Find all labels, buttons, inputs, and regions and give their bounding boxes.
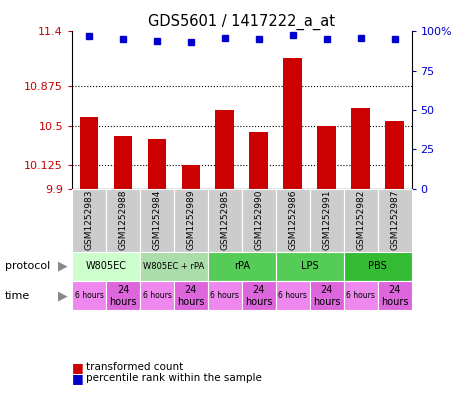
Bar xyxy=(344,281,378,310)
Text: W805EC: W805EC xyxy=(86,261,126,271)
Bar xyxy=(351,108,370,189)
Text: W805EC + rPA: W805EC + rPA xyxy=(143,262,205,271)
Bar xyxy=(72,281,106,310)
Text: 24
hours: 24 hours xyxy=(381,285,408,307)
Bar xyxy=(147,140,166,189)
Bar xyxy=(310,189,344,252)
Text: ▶: ▶ xyxy=(58,260,67,273)
Bar xyxy=(310,281,344,310)
Bar xyxy=(276,252,344,281)
Bar xyxy=(344,189,378,252)
Text: 6 hours: 6 hours xyxy=(346,291,375,300)
Text: ■: ■ xyxy=(72,371,84,385)
Bar xyxy=(140,189,174,252)
Text: GSM1252983: GSM1252983 xyxy=(85,190,93,250)
Bar xyxy=(174,281,208,310)
Text: rPA: rPA xyxy=(234,261,250,271)
Bar xyxy=(72,252,140,281)
Text: GSM1252989: GSM1252989 xyxy=(186,190,195,250)
Text: 24
hours: 24 hours xyxy=(245,285,272,307)
Text: ■: ■ xyxy=(72,361,84,374)
Text: GSM1252991: GSM1252991 xyxy=(322,190,331,250)
Bar xyxy=(80,118,99,189)
Text: GSM1252987: GSM1252987 xyxy=(390,190,399,250)
Text: 6 hours: 6 hours xyxy=(210,291,239,300)
Bar xyxy=(249,132,268,189)
Bar xyxy=(174,189,208,252)
Text: time: time xyxy=(5,291,30,301)
Bar xyxy=(208,281,242,310)
Text: transformed count: transformed count xyxy=(86,362,183,373)
Bar xyxy=(72,189,106,252)
Bar xyxy=(242,189,276,252)
Text: percentile rank within the sample: percentile rank within the sample xyxy=(86,373,262,383)
Text: 24
hours: 24 hours xyxy=(109,285,137,307)
Text: LPS: LPS xyxy=(301,261,319,271)
Title: GDS5601 / 1417222_a_at: GDS5601 / 1417222_a_at xyxy=(148,14,335,30)
Bar xyxy=(385,121,404,189)
Bar xyxy=(208,189,242,252)
Bar xyxy=(181,165,200,189)
Bar xyxy=(208,252,276,281)
Bar xyxy=(283,58,302,189)
Bar xyxy=(378,281,412,310)
Bar xyxy=(378,189,412,252)
Bar xyxy=(106,281,140,310)
Text: GSM1252982: GSM1252982 xyxy=(356,190,365,250)
Text: 6 hours: 6 hours xyxy=(142,291,172,300)
Text: GSM1252986: GSM1252986 xyxy=(288,190,297,250)
Bar xyxy=(140,252,208,281)
Text: ▶: ▶ xyxy=(58,289,67,302)
Bar xyxy=(276,189,310,252)
Bar xyxy=(344,252,412,281)
Text: GSM1252988: GSM1252988 xyxy=(119,190,127,250)
Text: 24
hours: 24 hours xyxy=(313,285,340,307)
Text: 6 hours: 6 hours xyxy=(278,291,307,300)
Text: 6 hours: 6 hours xyxy=(74,291,104,300)
Bar xyxy=(276,281,310,310)
Text: 24
hours: 24 hours xyxy=(177,285,205,307)
Bar xyxy=(242,281,276,310)
Text: GSM1252990: GSM1252990 xyxy=(254,190,263,250)
Text: GSM1252984: GSM1252984 xyxy=(153,190,161,250)
Bar xyxy=(140,281,174,310)
Bar xyxy=(215,110,234,189)
Bar xyxy=(113,136,133,189)
Bar xyxy=(317,126,336,189)
Text: protocol: protocol xyxy=(5,261,50,271)
Text: PBS: PBS xyxy=(368,261,387,271)
Text: GSM1252985: GSM1252985 xyxy=(220,190,229,250)
Bar xyxy=(106,189,140,252)
